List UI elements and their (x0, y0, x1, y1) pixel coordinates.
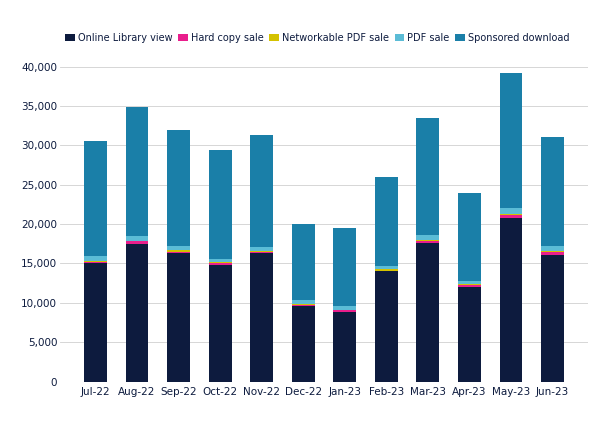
Bar (292, 306, 314, 382)
Bar (541, 255, 564, 382)
Bar (334, 310, 356, 312)
Bar (500, 215, 523, 218)
Bar (250, 252, 273, 253)
Bar (209, 265, 232, 382)
Bar (541, 137, 564, 246)
Bar (416, 235, 439, 240)
Bar (167, 246, 190, 250)
Legend: Online Library view, Hard copy sale, Networkable PDF sale, PDF sale, Sponsored d: Online Library view, Hard copy sale, Net… (65, 33, 569, 43)
Bar (84, 256, 107, 261)
Bar (458, 285, 481, 287)
Bar (458, 281, 481, 285)
Bar (416, 241, 439, 243)
Bar (375, 269, 398, 271)
Bar (334, 228, 356, 307)
Bar (84, 142, 107, 256)
Bar (250, 253, 273, 382)
Bar (167, 250, 190, 252)
Bar (416, 243, 439, 382)
Bar (84, 263, 107, 382)
Bar (500, 208, 523, 214)
Bar (292, 224, 314, 301)
Bar (250, 251, 273, 252)
Bar (541, 251, 564, 252)
Bar (167, 253, 190, 382)
Bar (167, 130, 190, 246)
Bar (334, 307, 356, 310)
Bar (500, 214, 523, 215)
Bar (209, 262, 232, 263)
Bar (292, 305, 314, 306)
Bar (84, 261, 107, 262)
Bar (541, 246, 564, 251)
Bar (334, 312, 356, 382)
Bar (500, 218, 523, 382)
Bar (458, 287, 481, 382)
Bar (167, 252, 190, 253)
Bar (125, 241, 148, 244)
Bar (125, 236, 148, 241)
Bar (209, 263, 232, 265)
Bar (416, 118, 439, 235)
Bar (416, 240, 439, 241)
Bar (209, 151, 232, 259)
Bar (125, 107, 148, 236)
Bar (292, 304, 314, 305)
Bar (541, 252, 564, 255)
Bar (458, 193, 481, 281)
Bar (500, 73, 523, 208)
Bar (375, 266, 398, 269)
Bar (209, 259, 232, 262)
Bar (375, 177, 398, 266)
Bar (250, 135, 273, 247)
Bar (250, 247, 273, 251)
Bar (84, 262, 107, 263)
Bar (125, 244, 148, 382)
Bar (375, 271, 398, 382)
Bar (292, 301, 314, 304)
